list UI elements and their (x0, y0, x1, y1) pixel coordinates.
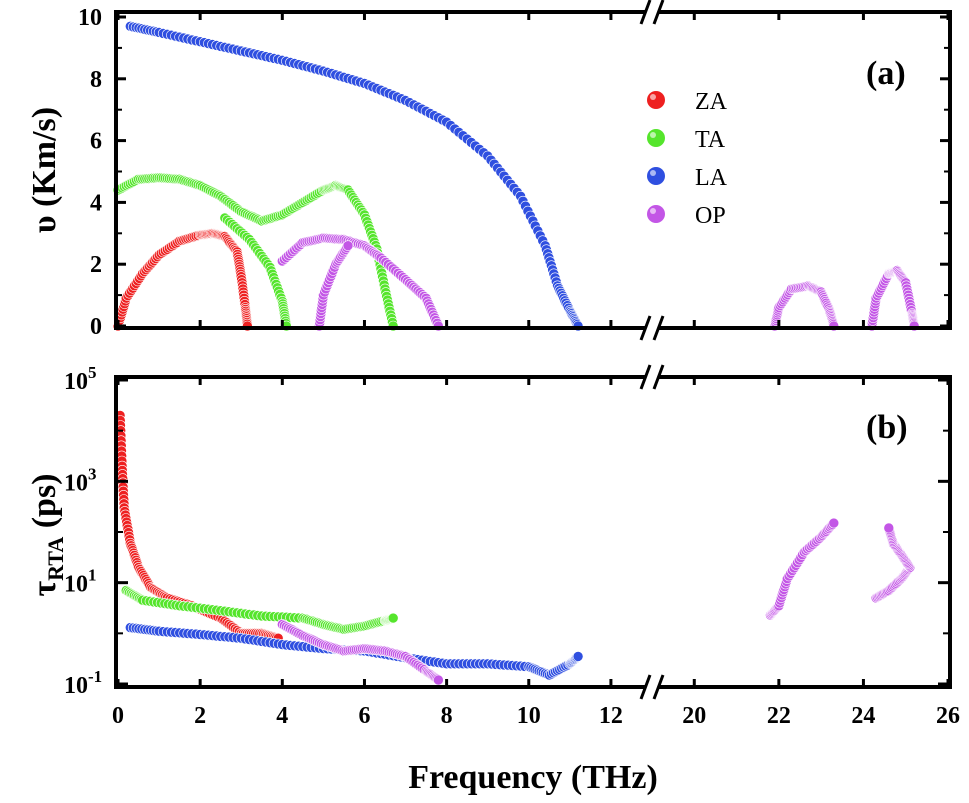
y-tick-label-a: 10 (78, 5, 102, 31)
legend-item-la: LA (647, 165, 728, 191)
legend-label: TA (695, 127, 726, 153)
data-point (883, 522, 895, 534)
legend-label: ZA (695, 89, 728, 115)
y-axis-title-b: τRTA (ps) (26, 473, 68, 596)
axis-break-mark (639, 315, 665, 341)
x-tick-label: 6 (358, 703, 370, 729)
series-la-3 (125, 20, 584, 332)
legend-marker-highlight (650, 208, 656, 214)
axis-breaks (639, 0, 665, 700)
x-tick-label: 20 (682, 703, 706, 729)
series-op-5 (313, 240, 354, 332)
legend-label: OP (695, 203, 726, 229)
legend-marker (647, 91, 665, 109)
y-tick-label-a: 0 (90, 314, 102, 340)
x-tick-label: 4 (276, 703, 288, 729)
y-tick-label-a: 6 (90, 129, 102, 155)
axis-break-slash (652, 364, 665, 390)
axis-break-slash (652, 0, 665, 25)
axis-break-slash (652, 674, 665, 700)
axis-break-mark (639, 364, 665, 390)
series-op-6 (769, 280, 840, 332)
axis-break-mark (639, 0, 665, 25)
legend-item-ta: TA (647, 127, 726, 153)
legend-marker (647, 129, 665, 147)
series-op-3 (276, 619, 444, 686)
legend-item-za: ZA (647, 89, 728, 115)
ticks-a: 0 2 4 6 8 10 (78, 5, 950, 340)
x-tick-label: 24 (851, 703, 875, 729)
series-op-5 (870, 522, 916, 604)
series-op-4 (765, 517, 840, 621)
x-tick-label: 8 (441, 703, 453, 729)
legend-marker (647, 167, 665, 185)
x-tick-label: 22 (767, 703, 791, 729)
y-tick-label-b: 10-1 (64, 667, 102, 699)
y-axis-title-a: υ (Km/s) (26, 107, 63, 233)
x-tick-label: 12 (599, 703, 623, 729)
series-op-7 (866, 265, 920, 332)
legend-marker (647, 205, 665, 223)
data-point (828, 517, 840, 529)
y-tick-label-b: 103 (64, 464, 97, 496)
y-tick-label-a: 4 (90, 190, 102, 216)
legend-marker-highlight (650, 132, 656, 138)
series-ta-1 (120, 585, 399, 635)
x-tick-label: 26 (936, 703, 960, 729)
axis-break-slash (652, 315, 665, 341)
data-point (342, 240, 354, 251)
series-op-4 (276, 232, 444, 332)
x-tick-label: 10 (517, 703, 541, 729)
legend-label: LA (695, 165, 728, 191)
axis-break-slash (639, 0, 652, 25)
series-za-0 (112, 228, 253, 332)
y-tick-label-a: 2 (90, 252, 102, 278)
series-ta-2 (219, 212, 292, 332)
panel-label-a: (a) (866, 55, 906, 92)
x-tick-label: 0 (112, 703, 124, 729)
axis-break-slash (639, 364, 652, 390)
y-axis-title-b-text: τRTA (ps) (26, 473, 68, 596)
legend: ZA TA LA OP (647, 89, 728, 229)
axis-break-slash (639, 674, 652, 700)
x-axis-title: Frequency (THz) (408, 759, 658, 796)
series-ta-1 (112, 172, 399, 332)
plot-frame-a (114, 10, 952, 330)
x-tick-label: 2 (194, 703, 206, 729)
marks-a (112, 20, 920, 332)
y-tick-label-b: 101 (64, 566, 97, 598)
data-point (572, 651, 584, 662)
marks-b (114, 410, 916, 686)
y-tick-label-b: 105 (64, 363, 97, 395)
legend-marker-highlight (650, 94, 656, 100)
axis-break-mark (639, 674, 665, 700)
data-point (433, 674, 444, 686)
panel-a: 0 2 4 6 8 10 (a) ZA TA LA OP υ (Km/s) (26, 5, 952, 340)
legend-marker-highlight (650, 170, 656, 176)
axis-break-slash (639, 315, 652, 341)
y-tick-label-a: 8 (90, 67, 102, 93)
panel-label-b: (b) (866, 409, 908, 446)
data-point (387, 612, 399, 624)
legend-item-op: OP (647, 203, 726, 229)
